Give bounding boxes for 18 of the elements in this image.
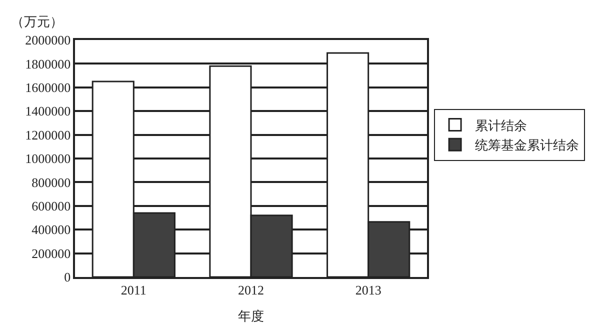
x-tick-label: 2013 [355, 282, 382, 298]
y-tick-label: 1200000 [25, 127, 71, 142]
y-tick-label: 1800000 [25, 56, 71, 72]
legend-label: 累计结余 [475, 118, 528, 133]
y-axis-title: （万元） [11, 14, 63, 29]
y-tick-label: 200000 [32, 246, 71, 261]
y-tick-label: 0 [64, 270, 71, 285]
y-tick-label: 600000 [32, 198, 71, 214]
x-axis-title: 年度 [238, 308, 264, 324]
x-tick-label: 2011 [120, 282, 146, 298]
y-tick-label: 1000000 [25, 151, 71, 166]
y-tick-label: 400000 [32, 222, 71, 238]
y-tick-label: 1600000 [25, 80, 71, 95]
y-tick-label: 2000000 [25, 32, 71, 48]
legend-label: 统筹基金累计结余 [475, 138, 580, 153]
y-tick-label: 1400000 [25, 104, 71, 119]
x-tick-label: 2012 [238, 282, 264, 298]
y-tick-label: 800000 [32, 174, 71, 190]
